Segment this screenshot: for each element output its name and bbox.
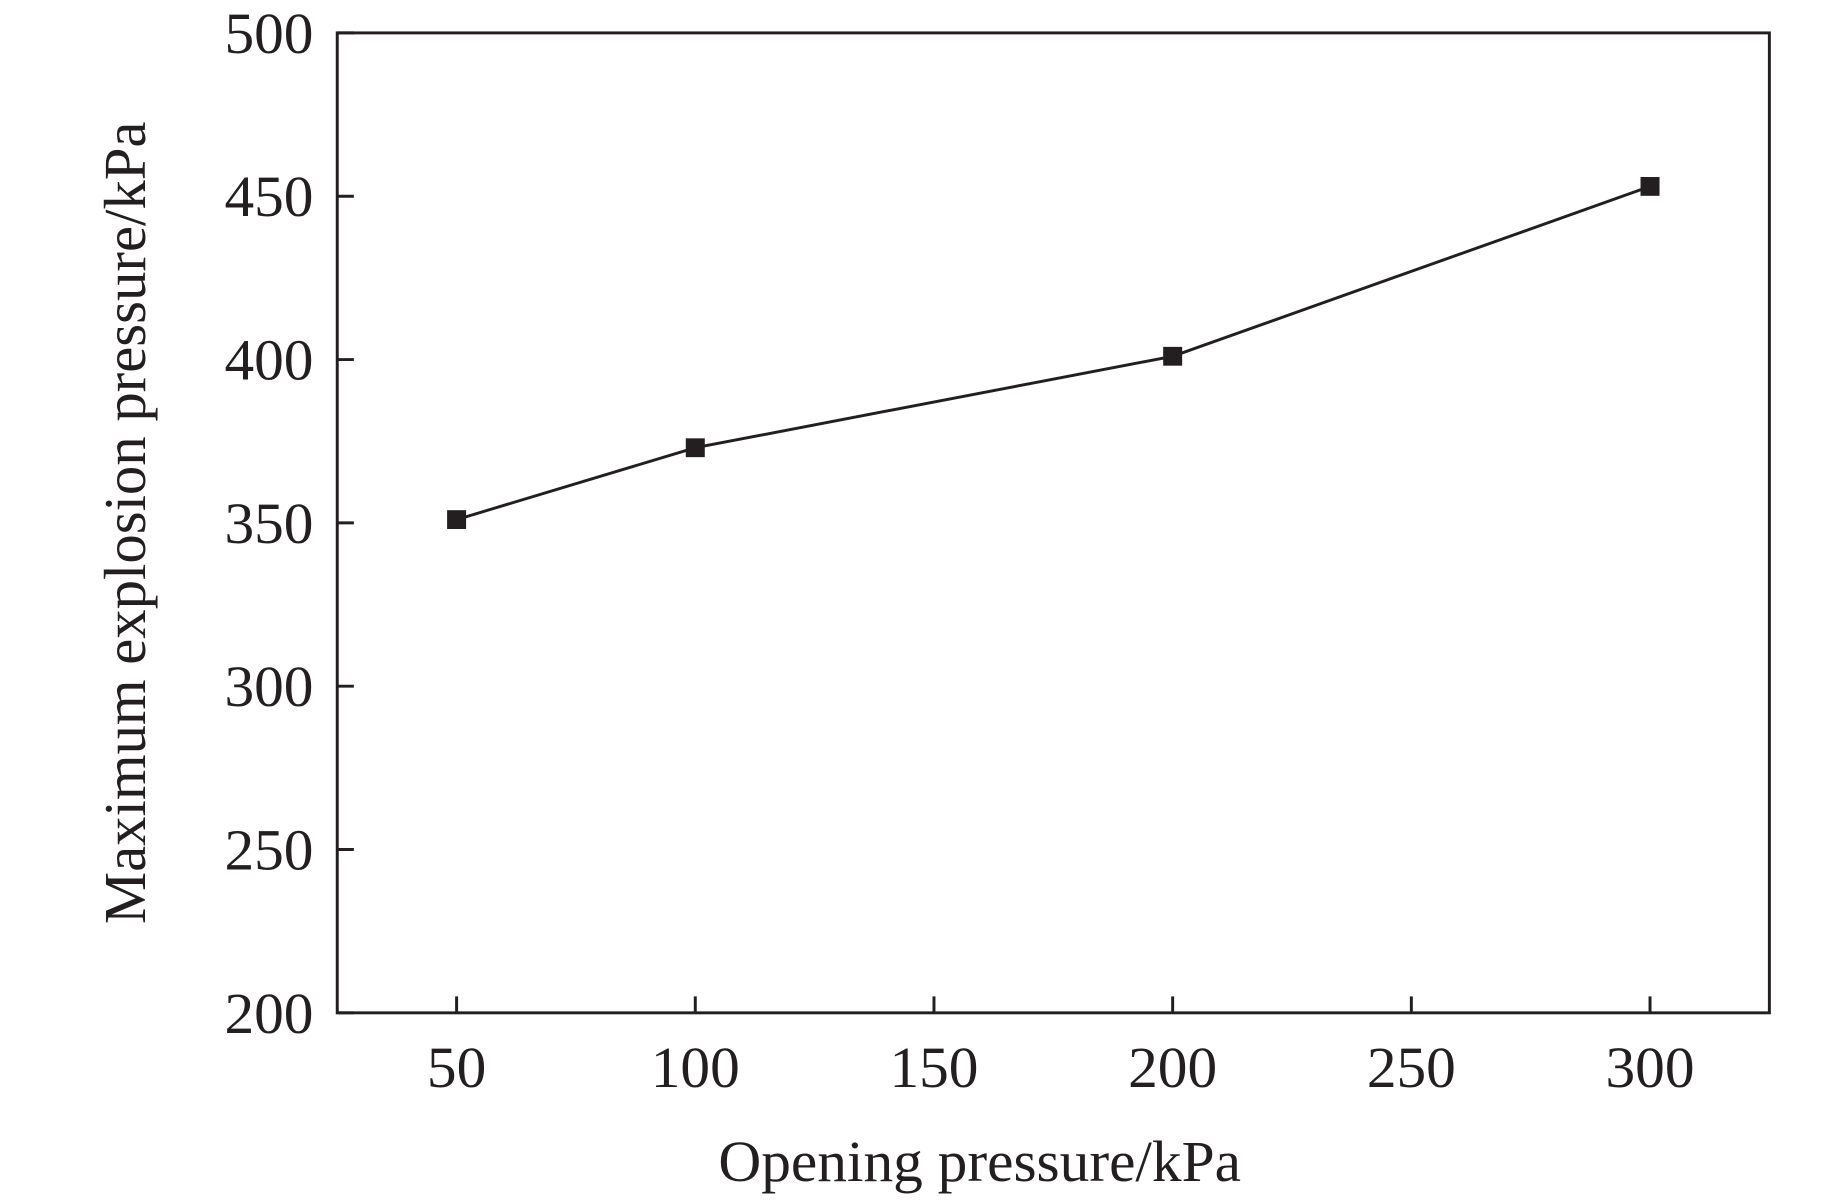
y-axis-label: Maximum explosion pressure/kPa <box>92 122 158 925</box>
data-point-marker <box>685 438 705 458</box>
x-tick-label: 100 <box>651 1034 740 1100</box>
x-tick-label: 200 <box>1128 1034 1217 1100</box>
y-tick-label: 500 <box>224 0 313 66</box>
axes: 50 100 150 200 250 300 200 250 300 350 400 450 500 <box>224 0 1771 1100</box>
y-tick-label: 200 <box>224 980 313 1046</box>
y-tick-label: 450 <box>224 163 313 229</box>
x-tick-label: 250 <box>1367 1034 1456 1100</box>
data-series <box>447 177 1660 529</box>
data-point-marker <box>1163 346 1183 366</box>
x-tick-label: 150 <box>889 1034 978 1100</box>
plot-frame <box>335 31 1771 1015</box>
x-tick-label: 300 <box>1606 1034 1695 1100</box>
data-point-marker <box>447 510 467 529</box>
series-line <box>456 185 1651 522</box>
y-tick-label: 300 <box>224 653 313 719</box>
y-tick-label: 350 <box>224 490 313 556</box>
y-tick-label: 400 <box>224 327 313 393</box>
y-tick-label: 250 <box>224 817 313 883</box>
x-axis-label: Opening pressure/kPa <box>718 1128 1241 1194</box>
x-tick-label: 50 <box>427 1034 486 1100</box>
data-point-marker <box>1640 177 1660 196</box>
